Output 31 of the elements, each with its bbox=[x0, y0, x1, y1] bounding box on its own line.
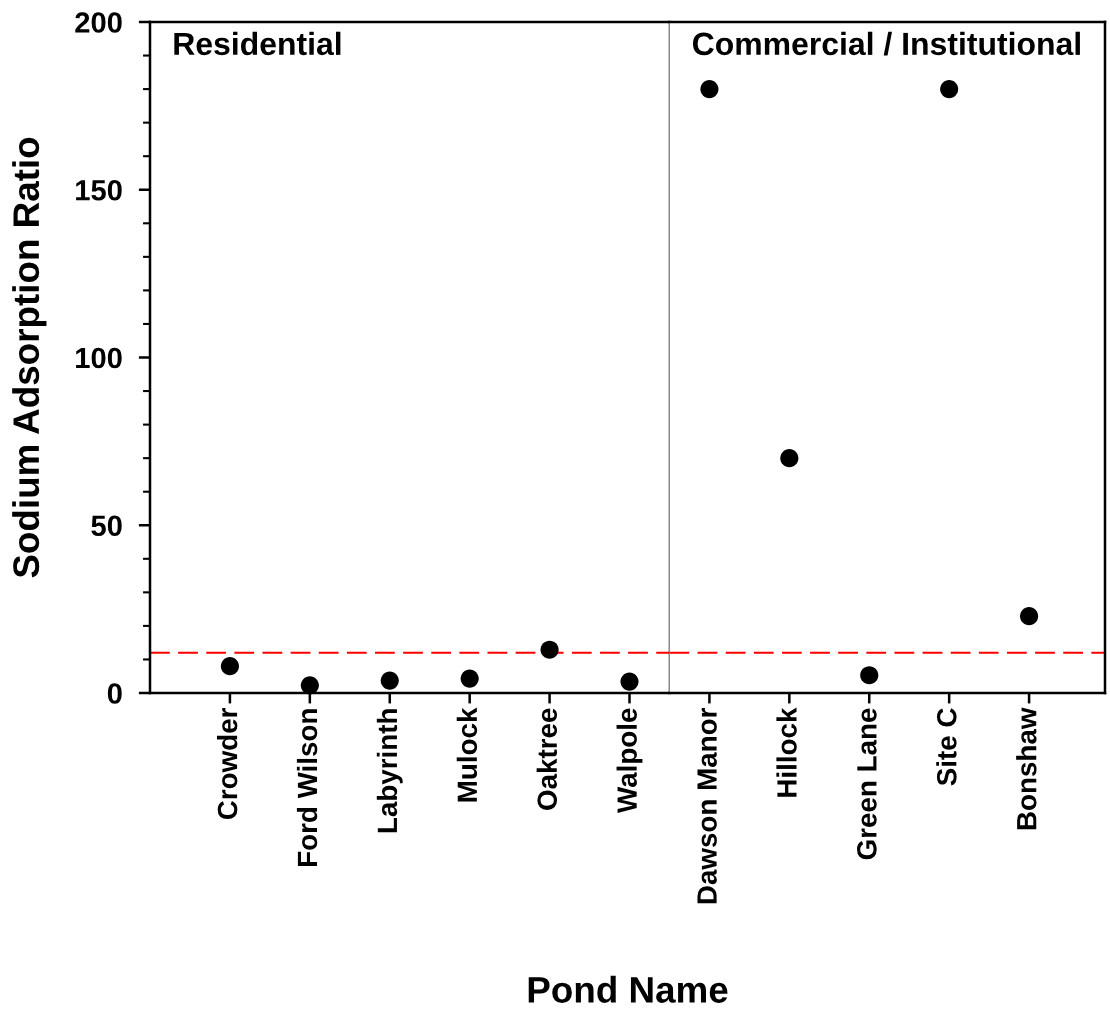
x-axis-title: Pond Name bbox=[528, 975, 728, 1003]
point bbox=[380, 671, 399, 690]
x-tick-label: Green Lane bbox=[857, 708, 877, 860]
y-tick-label: 150 bbox=[76, 179, 122, 201]
x-tick-label: Oaktree bbox=[536, 708, 558, 810]
point bbox=[940, 80, 959, 99]
y-tick-label: 50 bbox=[91, 515, 122, 537]
x-tick-label: Mulock bbox=[456, 707, 478, 802]
x-tick-label: Bonshaw bbox=[1016, 707, 1037, 830]
point bbox=[460, 669, 479, 688]
x-tick-label: Crowder bbox=[216, 708, 238, 820]
chart-title: Residential bbox=[174, 31, 341, 56]
y-tick-label: 200 bbox=[75, 12, 122, 33]
point bbox=[220, 657, 239, 676]
point bbox=[540, 640, 559, 659]
point bbox=[1020, 607, 1039, 626]
point bbox=[620, 672, 639, 691]
y-tick-label: 0 bbox=[107, 683, 122, 704]
point bbox=[700, 80, 719, 99]
point bbox=[860, 666, 879, 685]
x-tick-label: Hillock bbox=[776, 707, 797, 797]
x-tick-label: Site C bbox=[936, 708, 957, 786]
y-axis-title: Sodium Adsorption Ratio bbox=[12, 137, 47, 578]
x-tick-label: Ford Wilson bbox=[296, 709, 318, 866]
x-tick-label: Dawson Manor bbox=[697, 707, 717, 904]
x-tick-label: Labyrinth bbox=[376, 709, 403, 833]
chart-title: Commercial / Institutional bbox=[692, 31, 1080, 56]
y-tick-label: 100 bbox=[76, 347, 122, 369]
point bbox=[780, 449, 799, 468]
x-tick-label: Walpole bbox=[616, 708, 643, 813]
point bbox=[300, 676, 319, 695]
